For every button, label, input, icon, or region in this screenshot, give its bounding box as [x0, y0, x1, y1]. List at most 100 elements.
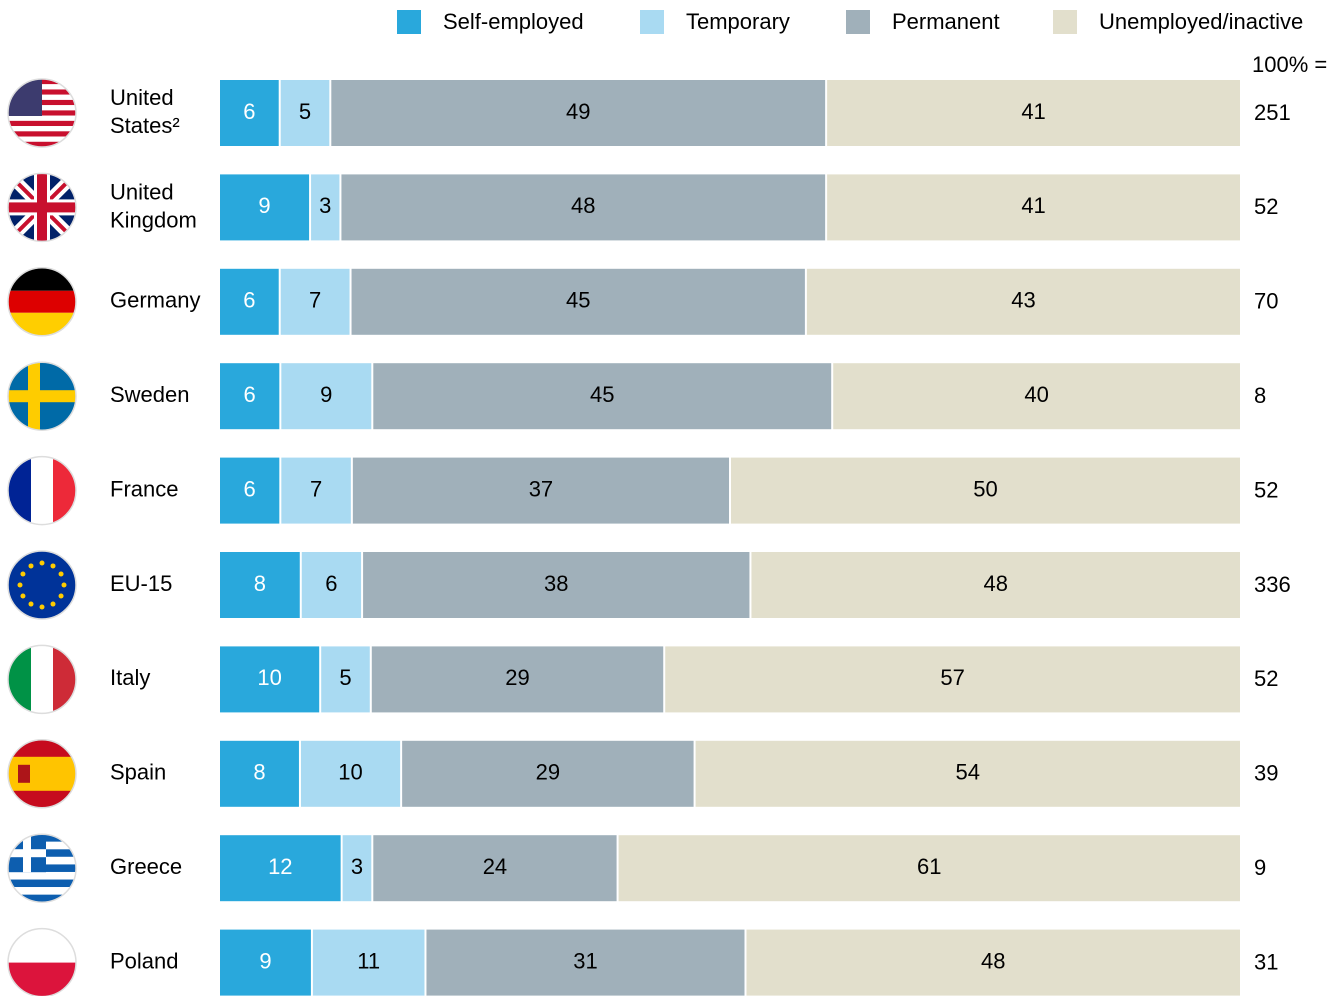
flag-part	[28, 362, 40, 431]
flag	[7, 455, 77, 526]
flag-part	[58, 593, 64, 599]
flag-part	[31, 456, 53, 525]
value-label: 7	[309, 288, 321, 313]
bar-segment	[312, 929, 425, 996]
bar-segment	[426, 929, 745, 996]
flag	[7, 833, 77, 903]
bar-segment	[342, 835, 372, 902]
bar-segment	[363, 552, 750, 618]
value-label: 54	[956, 760, 980, 785]
flag	[7, 78, 77, 148]
flag-part	[8, 267, 76, 291]
value-label: 29	[505, 665, 529, 690]
flag-part	[37, 173, 47, 242]
bar-segment	[220, 740, 299, 807]
bar-segment	[618, 835, 1240, 902]
flag-part	[8, 928, 76, 963]
flag-art	[8, 173, 76, 242]
value-label: 10	[257, 665, 281, 690]
bar-segment	[220, 174, 310, 241]
flag-part	[50, 601, 56, 607]
flag-part	[8, 131, 76, 137]
bar-segment	[220, 929, 311, 996]
flag-part	[20, 571, 26, 577]
flag	[7, 550, 77, 620]
value-label: 61	[917, 854, 941, 879]
flag-part	[39, 604, 45, 610]
bar-segment	[311, 174, 340, 241]
value-label: 31	[573, 948, 597, 973]
flag	[7, 927, 77, 996]
total-label: 31	[1254, 949, 1278, 974]
bar-segment	[695, 740, 1240, 807]
value-label: 6	[243, 99, 255, 124]
category-label: Germany	[110, 288, 200, 313]
category-label: Poland	[110, 948, 179, 973]
flag-part	[8, 879, 76, 888]
flag-part	[23, 834, 31, 873]
flag	[7, 361, 77, 431]
value-label: 8	[253, 760, 265, 785]
flag-part	[50, 563, 56, 569]
legend-swatch	[640, 10, 664, 34]
bar-segment	[731, 457, 1240, 524]
flag-part	[8, 115, 76, 121]
bar-segment	[280, 80, 330, 146]
legend-swatch	[846, 10, 870, 34]
bar-segment	[280, 268, 350, 335]
value-label: 40	[1024, 382, 1048, 407]
bar-segment	[751, 552, 1240, 618]
legend-label: Temporary	[686, 9, 790, 34]
total-label: 70	[1254, 289, 1278, 314]
bar-segment	[746, 929, 1240, 996]
value-label: 49	[566, 99, 590, 124]
flag-part	[61, 582, 67, 588]
flag-part	[8, 390, 76, 403]
value-label: 6	[244, 476, 256, 501]
value-label: 6	[325, 571, 337, 596]
bar-segment	[220, 552, 300, 618]
category-label: Spain	[110, 760, 166, 785]
flag-border	[7, 455, 77, 526]
bar-segment	[321, 646, 370, 713]
value-label: 37	[529, 476, 553, 501]
total-label: 52	[1254, 477, 1278, 502]
legend-label: Unemployed/inactive	[1099, 9, 1303, 34]
value-label: 50	[973, 476, 997, 501]
flag-part	[8, 126, 76, 132]
flag	[7, 267, 77, 337]
value-label: 45	[566, 288, 590, 313]
flag-part	[8, 456, 31, 525]
flag-border	[7, 361, 77, 431]
value-label: 5	[339, 665, 351, 690]
category-label: United States²	[110, 85, 180, 138]
flag-part	[58, 571, 64, 577]
flag	[7, 644, 77, 715]
total-label: 39	[1254, 761, 1278, 786]
flag-part	[20, 593, 26, 599]
bar-segment	[341, 174, 826, 241]
flag-border	[7, 78, 77, 148]
value-label: 8	[254, 571, 266, 596]
flag-part	[28, 563, 34, 569]
flag-art	[8, 267, 76, 336]
bar-segment	[220, 835, 341, 902]
flag-art	[8, 362, 76, 431]
value-label: 10	[338, 760, 362, 785]
total-label: 336	[1254, 572, 1291, 597]
value-label: 24	[483, 854, 507, 879]
bar-segment	[833, 363, 1240, 430]
total-label: 52	[1254, 666, 1278, 691]
flag-art	[8, 739, 76, 808]
flag-part	[8, 645, 31, 714]
bar-segment	[373, 363, 832, 430]
flag-border	[7, 172, 77, 243]
value-label: 41	[1021, 193, 1045, 218]
value-label: 48	[571, 193, 595, 218]
value-label: 12	[268, 854, 292, 879]
category-label: EU-15	[110, 571, 172, 596]
value-label: 6	[243, 288, 255, 313]
total-label: 52	[1254, 194, 1278, 219]
flag-part	[8, 120, 76, 127]
